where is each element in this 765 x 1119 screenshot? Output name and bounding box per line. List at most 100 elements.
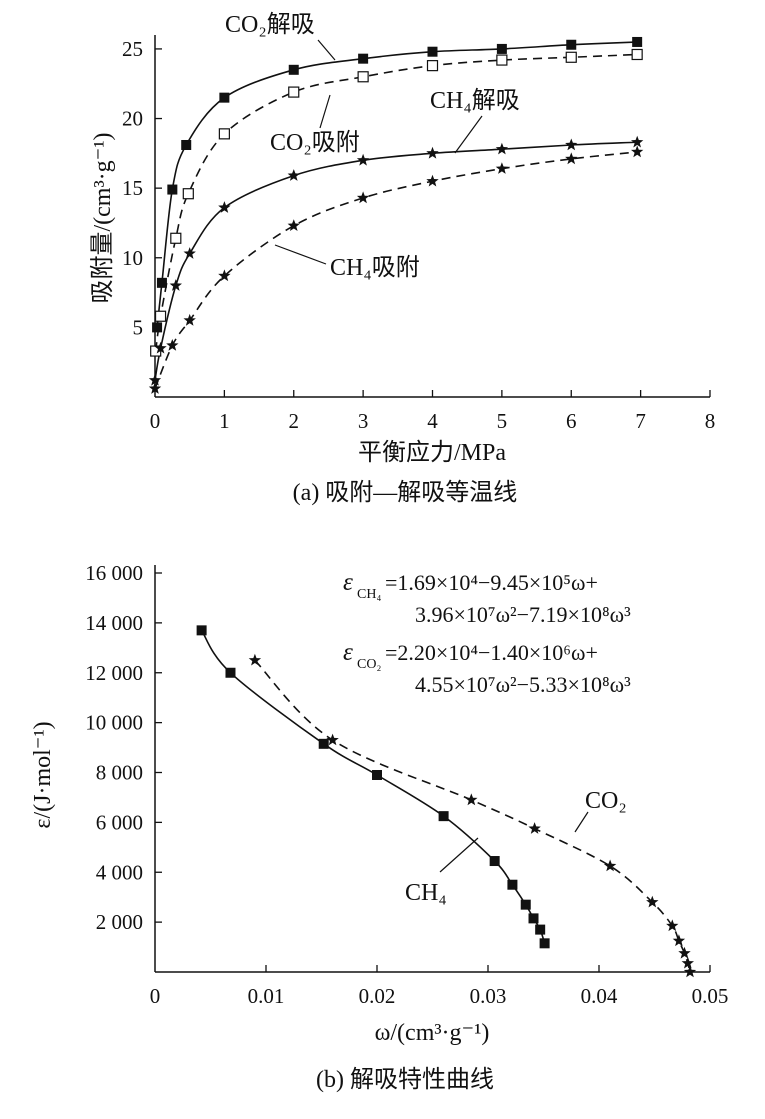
b-data-point — [666, 919, 679, 932]
a-data-point — [152, 322, 163, 333]
a-x-tick-label: 4 — [427, 409, 438, 433]
chart-a-x-label: 平衡应力/MPa — [358, 439, 506, 466]
label-co2-curve: CO₂ — [585, 788, 627, 814]
a-y-tick-label: 25 — [122, 37, 143, 61]
a-data-point — [288, 86, 300, 98]
leader-ch4-curve — [439, 837, 479, 873]
b-data-point — [225, 667, 236, 678]
a-x-tick-label: 1 — [219, 409, 230, 433]
chart-a: 0 1 2 3 4 5 6 7 8 5 10 15 20 25 平衡应力/MPa 吸附量/(cm³·g⁻¹… — [89, 11, 715, 506]
a-y-tick-label: 5 — [133, 315, 144, 339]
a-data-point — [358, 53, 369, 64]
b-data-point — [528, 913, 539, 924]
b-x-tick-label: 0.04 — [581, 984, 618, 1008]
a-x-tick-label: 8 — [705, 409, 716, 433]
equation-co2-line2: 4.55×10⁷ω²−5.33×10⁸ω³ — [415, 672, 631, 697]
a-y-tick-label: 15 — [122, 176, 143, 200]
a-x-tick-label: 6 — [566, 409, 577, 433]
b-data-point — [489, 856, 500, 867]
equation-ch4-subscript: CH₄ — [357, 587, 381, 602]
chart-b-series-markers — [196, 625, 697, 978]
equation-co2-subscript: CO₂ — [357, 657, 381, 672]
equation-ch4-lhs: ε — [343, 569, 353, 596]
b-x-tick-label: 0.05 — [692, 984, 729, 1008]
b-data-point — [520, 899, 531, 910]
a-data-point — [156, 277, 167, 288]
b-y-tick-label: 16 000 — [85, 561, 143, 585]
b-y-tick-label: 10 000 — [85, 711, 143, 735]
b-x-tick-label: 0.03 — [470, 984, 507, 1008]
a-data-point — [356, 191, 370, 204]
a-data-point — [183, 313, 196, 326]
b-data-point — [681, 956, 694, 969]
b-data-point — [438, 811, 449, 822]
a-data-point — [565, 138, 578, 151]
a-data-point — [169, 279, 182, 291]
a-data-point — [182, 188, 194, 200]
a-y-tick-label: 20 — [122, 107, 143, 131]
a-data-point — [154, 310, 167, 322]
a-data-point — [181, 139, 192, 150]
a-data-point — [496, 54, 508, 66]
a-data-point — [154, 341, 167, 354]
b-x-tick-label: 0.01 — [248, 984, 285, 1008]
equation-ch4-line2: 3.96×10⁷ω²−7.19×10⁸ω³ — [415, 602, 631, 627]
label-co2-adsorption: CO₂吸附 — [270, 129, 360, 156]
b-data-point — [646, 895, 659, 908]
b-x-tick-label: 0.02 — [359, 984, 396, 1008]
b-y-tick-label: 12 000 — [85, 661, 143, 685]
a-series-line-0 — [156, 41, 638, 328]
chart-a-caption: (a) 吸附—解吸等温线 — [293, 479, 518, 506]
b-data-point — [603, 859, 617, 872]
equation-co2: ε CO₂ =2.20×10⁴−1.40×10⁶ω+ 4.55×10⁷ω²−5.… — [343, 639, 631, 697]
a-data-point — [218, 201, 231, 213]
leader-co2-desorption — [317, 39, 336, 61]
b-data-point — [507, 879, 518, 890]
a-data-point — [183, 247, 196, 259]
chart-b: 0 0.01 0.02 0.03 0.04 0.05 2 000 4 000 6 000 8 00… — [30, 561, 728, 1093]
leader-ch4-adsorption — [274, 244, 327, 265]
b-series-line-1 — [254, 659, 691, 973]
a-data-point — [426, 146, 439, 159]
label-ch4-adsorption: CH₄吸附 — [330, 254, 420, 281]
a-data-point — [287, 219, 300, 231]
a-x-tick-label: 2 — [289, 409, 300, 433]
chart-a-series-markers — [148, 36, 644, 394]
equation-co2-line1: =2.20×10⁴−1.40×10⁶ω+ — [385, 640, 598, 665]
b-data-point — [528, 822, 541, 834]
chart-b-caption: (b) 解吸特性曲线 — [316, 1066, 494, 1093]
b-x-tick-label: 0 — [150, 984, 161, 1008]
equation-ch4-line1: =1.69×10⁴−9.45×10⁵ω+ — [385, 570, 598, 595]
a-data-point — [495, 162, 509, 174]
b-data-point — [672, 934, 686, 947]
b-y-tick-label: 8 000 — [96, 761, 143, 785]
b-data-point — [248, 653, 262, 666]
a-data-point — [565, 152, 578, 165]
leader-ch4-desorption — [454, 115, 483, 154]
a-data-point — [495, 142, 509, 155]
chart-b-y-label: ε/(J·mol⁻¹) — [30, 721, 56, 828]
a-data-point — [496, 43, 507, 54]
b-data-point — [326, 733, 339, 746]
a-data-point — [426, 174, 439, 187]
a-series-line-1 — [154, 53, 638, 352]
a-data-point — [565, 51, 577, 63]
b-data-point — [196, 625, 207, 636]
chart-b-ticks: 0 0.01 0.02 0.03 0.04 0.05 2 000 4 000 6 000 8 00… — [85, 561, 728, 1008]
label-ch4-desorption: CH₄解吸 — [430, 87, 520, 114]
a-data-point — [631, 48, 643, 61]
b-data-point — [539, 938, 550, 949]
b-y-tick-label: 14 000 — [85, 611, 143, 635]
a-data-point — [166, 339, 179, 351]
a-series-line-3 — [154, 151, 638, 389]
b-data-point — [318, 738, 329, 749]
a-data-point — [632, 36, 643, 47]
a-x-tick-label: 3 — [358, 409, 369, 433]
b-y-tick-label: 2 000 — [96, 910, 143, 934]
a-data-point — [148, 373, 162, 386]
leader-co2-adsorption — [319, 94, 331, 129]
a-data-point — [566, 39, 577, 50]
label-co2-desorption: CO₂解吸 — [225, 11, 315, 38]
chart-b-x-label: ω/(cm³·g⁻¹) — [375, 1020, 490, 1046]
